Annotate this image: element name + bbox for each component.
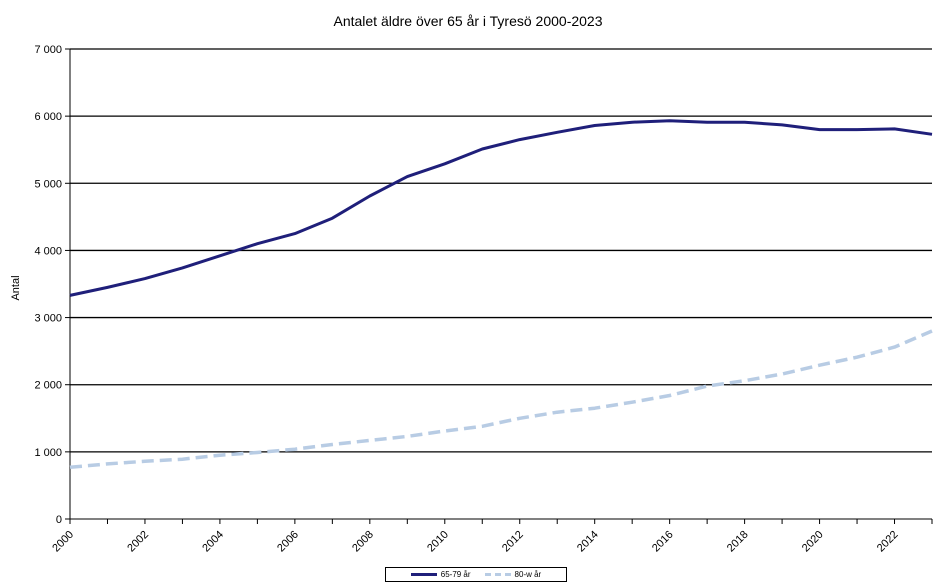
legend-item-80-w: 80-w år: [484, 570, 542, 579]
x-tick-label: 2018: [725, 529, 751, 555]
y-axis-label: Antal: [10, 275, 22, 300]
y-tick-label: 6 000: [34, 111, 62, 123]
y-tick-label: 2 000: [34, 380, 62, 392]
x-tick-label: 2016: [650, 529, 676, 555]
x-tick-label: 2002: [125, 529, 151, 555]
legend-label-65-79: 65-79 år: [440, 570, 471, 579]
chart-legend: 65-79 år 80-w år: [385, 567, 567, 582]
legend-label-80-w: 80-w år: [514, 570, 542, 579]
series-line-0: [69, 119, 933, 297]
y-tick-label: 5 000: [34, 178, 62, 190]
x-tick-label: 2022: [875, 529, 901, 555]
legend-item-65-79: 65-79 år: [410, 570, 471, 579]
y-tick-labels: 0 1 000 2 000 3 000 4 000 5 000 6 000 7 000: [34, 44, 62, 526]
x-tick-label: 2006: [275, 529, 301, 555]
x-tick-label: 2020: [800, 529, 826, 555]
y-tick-label: 4 000: [34, 245, 62, 257]
x-tick-label: 2008: [350, 529, 376, 555]
x-tick-label: 2000: [50, 529, 76, 555]
y-tick-label: 7 000: [34, 44, 62, 56]
x-tick-label: 2004: [200, 529, 226, 555]
gridlines: [70, 48, 932, 453]
x-tick-labels: 2000 2002 2004 2006 2008 2010 2012 2014 2016 2018…: [50, 529, 900, 555]
legend-swatch-65-79: [410, 573, 437, 576]
y-tick-label: 0: [56, 514, 62, 526]
y-tick-label: 3 000: [34, 313, 62, 325]
chart-title: Antalet äldre över 65 år i Tyresö 2000-2…: [333, 13, 603, 29]
x-tick-label: 2014: [575, 529, 601, 555]
x-tick-label: 2010: [425, 529, 451, 555]
x-tick-label: 2012: [500, 529, 526, 555]
axes: [65, 48, 933, 524]
y-tick-label: 1 000: [34, 447, 62, 459]
series-line-1: [69, 329, 933, 470]
legend-swatch-80-w: [484, 573, 511, 576]
series-lines: [69, 119, 933, 470]
